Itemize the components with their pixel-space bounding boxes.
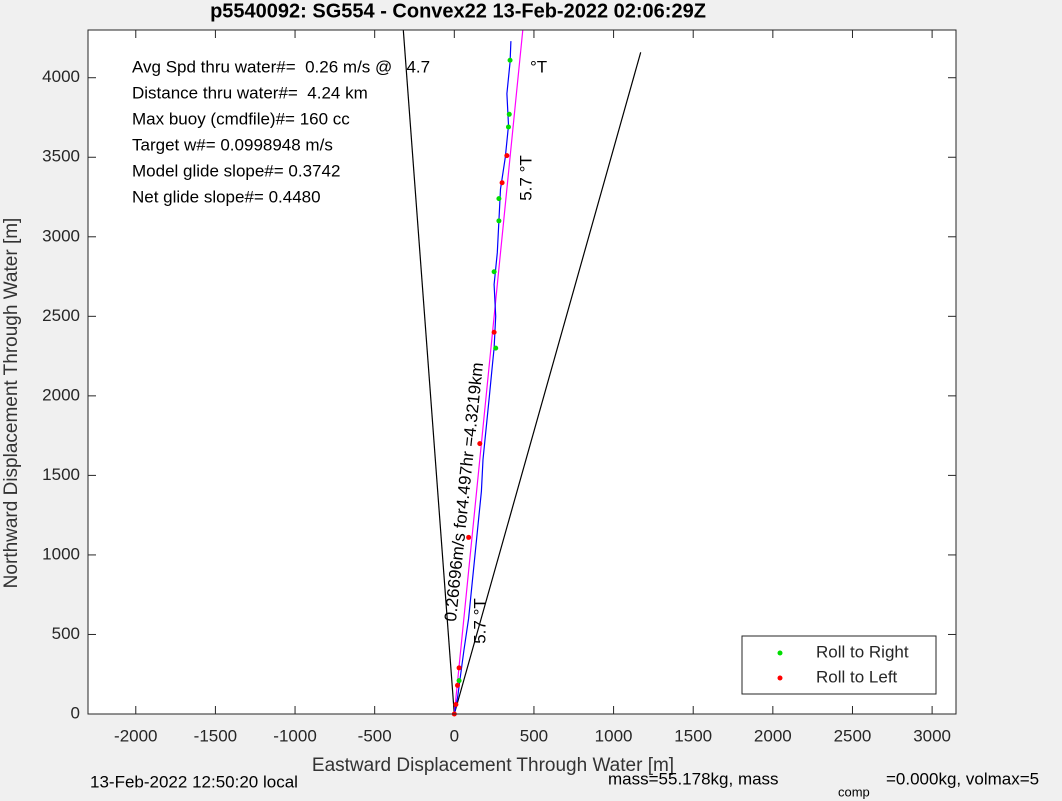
roll-point xyxy=(493,345,499,351)
track-line xyxy=(453,30,524,714)
footer-text: comp xyxy=(838,784,870,799)
track-line xyxy=(453,52,642,714)
x-tick-label: -1500 xyxy=(194,726,237,745)
x-tick-label: 2000 xyxy=(754,726,792,745)
track-line xyxy=(453,41,512,714)
legend-label: Roll to Left xyxy=(816,667,898,686)
footer-text: mass=55.178kg, mass xyxy=(608,769,779,788)
legend-marker xyxy=(777,650,783,656)
annotation: °T xyxy=(530,57,547,76)
x-tick-label: 0 xyxy=(450,726,459,745)
roll-point xyxy=(491,269,497,275)
roll-point xyxy=(507,57,513,63)
track-line xyxy=(402,30,455,714)
x-tick-label: 1000 xyxy=(595,726,633,745)
x-tick-label: -1000 xyxy=(273,726,316,745)
y-tick-label: 2500 xyxy=(42,306,80,325)
legend-marker xyxy=(777,675,783,681)
x-tick-label: 500 xyxy=(520,726,548,745)
roll-point xyxy=(506,111,512,117)
roll-point xyxy=(496,196,502,202)
roll-point xyxy=(496,218,502,224)
footer-text: 13-Feb-2022 12:50:20 local xyxy=(90,772,298,791)
y-axis-label: Northward Displacement Through Water [m] xyxy=(1,218,22,589)
y-tick-label: 1000 xyxy=(42,544,80,563)
roll-point xyxy=(456,678,462,684)
roll-point xyxy=(453,701,459,707)
x-tick-label: -500 xyxy=(358,726,392,745)
roll-point xyxy=(499,180,505,186)
annotation: 5.7 °T xyxy=(516,155,535,201)
annotation: Max buoy (cmdfile)#= 160 cc xyxy=(132,109,350,128)
roll-point xyxy=(504,153,510,159)
legend-box xyxy=(741,635,937,695)
x-axis-label: Eastward Displacement Through Water [m] xyxy=(312,755,674,776)
annotation: 5.7 °T xyxy=(470,598,489,644)
y-tick-label: 1500 xyxy=(42,465,80,484)
y-tick-label: 3000 xyxy=(42,226,80,245)
annotation: Net glide slope#= 0.4480 xyxy=(132,187,321,206)
annotation: Model glide slope#= 0.3742 xyxy=(132,161,340,180)
roll-point xyxy=(456,665,462,671)
x-tick-label: 1500 xyxy=(674,726,712,745)
roll-point xyxy=(505,124,511,130)
chart-title: p5540092: SG554 - Convex22 13-Feb-2022 0… xyxy=(210,0,706,22)
x-tick-label: 3000 xyxy=(913,726,951,745)
y-tick-label: 0 xyxy=(71,703,80,722)
roll-point xyxy=(454,682,460,688)
y-tick-label: 4000 xyxy=(42,67,80,86)
y-tick-label: 2000 xyxy=(42,385,80,404)
annotation: Target w#= 0.0998948 m/s xyxy=(132,135,333,154)
x-tick-label: -2000 xyxy=(114,726,157,745)
legend-label: Roll to Right xyxy=(816,642,909,661)
roll-point xyxy=(491,329,497,335)
y-tick-label: 500 xyxy=(52,624,80,643)
annotation: Avg Spd thru water#= 0.26 m/s @ 4.7 xyxy=(132,57,430,76)
plot-area xyxy=(88,30,956,714)
plot-frame xyxy=(87,29,957,715)
roll-point xyxy=(466,534,472,540)
footer-text: =0.000kg, volmax=5 xyxy=(886,769,1039,788)
y-tick-label: 3500 xyxy=(42,147,80,166)
x-tick-label: 2500 xyxy=(834,726,872,745)
roll-point xyxy=(477,441,483,447)
annotation: Distance thru water#= 4.24 km xyxy=(132,83,368,102)
